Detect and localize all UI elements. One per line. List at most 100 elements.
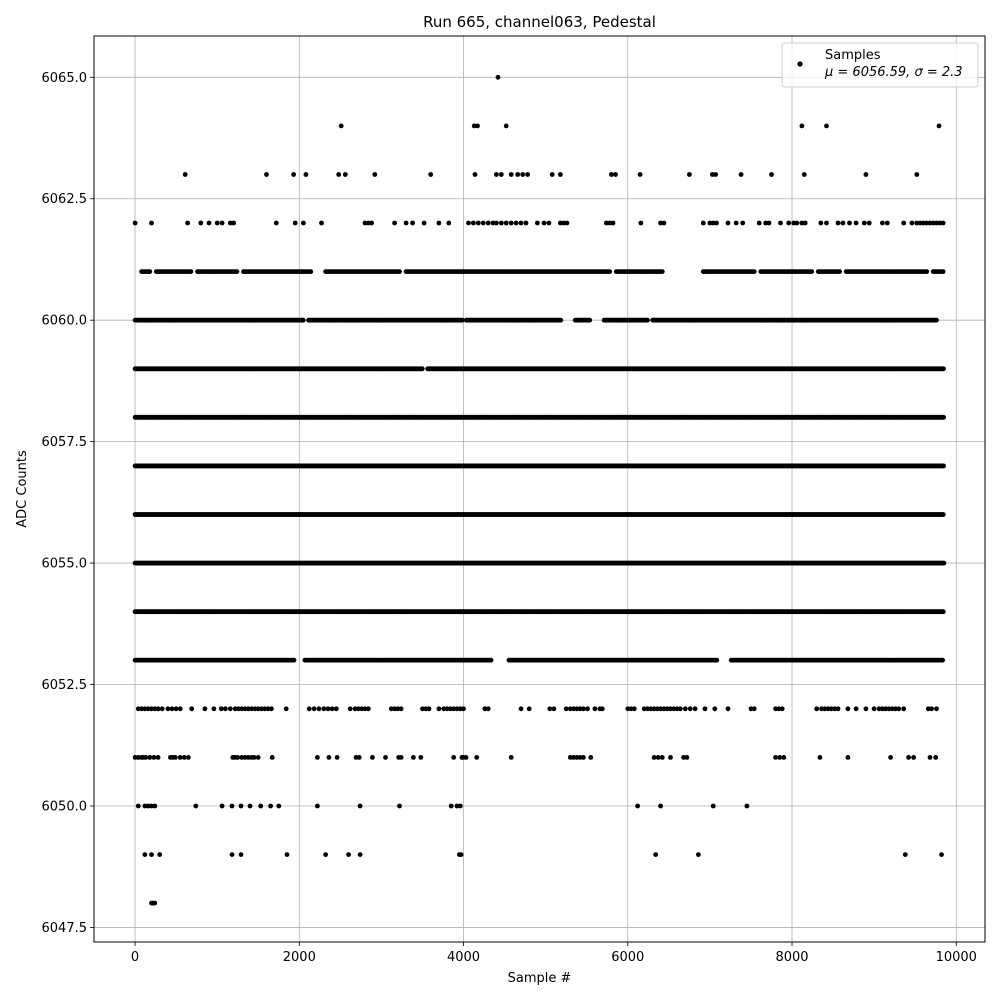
data-point	[781, 755, 786, 760]
data-point	[780, 706, 785, 711]
data-point	[581, 706, 586, 711]
data-point	[713, 172, 718, 177]
data-point	[703, 706, 708, 711]
data-point	[486, 221, 491, 226]
data-point	[535, 221, 540, 226]
data-point	[315, 755, 320, 760]
data-point	[499, 221, 504, 226]
data-point	[525, 172, 530, 177]
data-point	[285, 852, 290, 857]
data-point	[509, 172, 514, 177]
data-point	[527, 706, 532, 711]
data-point	[862, 221, 867, 226]
data-point	[133, 221, 138, 226]
data-point	[552, 706, 557, 711]
data-point	[558, 172, 563, 177]
data-point	[942, 561, 947, 566]
data-point	[219, 706, 224, 711]
data-point	[291, 172, 296, 177]
data-point	[166, 706, 171, 711]
data-point	[189, 706, 194, 711]
data-point	[464, 755, 469, 760]
data-point	[230, 852, 235, 857]
data-point	[476, 221, 481, 226]
data-point	[322, 706, 327, 711]
data-point	[270, 755, 275, 760]
data-point	[336, 172, 341, 177]
data-point	[343, 172, 348, 177]
data-point	[186, 755, 191, 760]
data-point	[446, 221, 451, 226]
data-point	[803, 221, 808, 226]
data-point	[449, 804, 454, 809]
data-point	[458, 804, 463, 809]
data-point	[220, 221, 225, 226]
data-point	[668, 755, 673, 760]
data-point	[678, 706, 683, 711]
data-point	[933, 755, 938, 760]
data-point	[504, 221, 509, 226]
data-point	[428, 172, 433, 177]
data-point	[474, 755, 479, 760]
data-point	[711, 804, 716, 809]
data-point	[941, 512, 946, 517]
data-point	[846, 755, 851, 760]
data-point	[284, 706, 289, 711]
data-point	[323, 852, 328, 857]
data-point	[496, 75, 501, 80]
data-point	[203, 706, 208, 711]
data-point	[136, 804, 141, 809]
data-point	[519, 221, 524, 226]
data-point	[152, 804, 157, 809]
data-point	[358, 804, 363, 809]
data-point	[593, 706, 598, 711]
data-point	[638, 172, 643, 177]
data-point	[473, 172, 478, 177]
data-point	[632, 706, 637, 711]
data-point	[701, 221, 706, 226]
data-point	[639, 221, 644, 226]
data-point	[777, 755, 782, 760]
data-point	[327, 755, 332, 760]
data-point	[656, 755, 661, 760]
data-point	[461, 706, 466, 711]
data-point	[370, 755, 375, 760]
data-point	[152, 755, 157, 760]
data-point	[814, 706, 819, 711]
data-point	[854, 706, 859, 711]
data-point	[239, 804, 244, 809]
data-point	[740, 221, 745, 226]
data-point	[466, 221, 471, 226]
data-point	[399, 755, 404, 760]
data-point	[846, 706, 851, 711]
data-point	[410, 221, 415, 226]
data-point	[174, 706, 179, 711]
data-point	[854, 221, 859, 226]
data-point	[231, 221, 236, 226]
data-point	[315, 804, 320, 809]
data-point	[941, 221, 946, 226]
data-point	[183, 172, 188, 177]
data-point	[228, 706, 233, 711]
data-point	[494, 221, 499, 226]
data-point	[547, 221, 552, 226]
data-point	[734, 221, 739, 226]
data-point	[515, 172, 520, 177]
data-point	[411, 755, 416, 760]
data-point	[239, 852, 244, 857]
data-point	[348, 706, 353, 711]
data-point	[292, 658, 297, 663]
data-point	[914, 172, 919, 177]
data-point	[903, 852, 908, 857]
data-point	[437, 706, 442, 711]
data-point	[880, 221, 885, 226]
data-point	[451, 755, 456, 760]
data-point	[475, 124, 480, 129]
data-point	[182, 755, 187, 760]
data-point	[585, 706, 590, 711]
data-point	[358, 852, 363, 857]
data-point	[767, 221, 772, 226]
data-point	[392, 221, 397, 226]
data-point	[422, 221, 427, 226]
